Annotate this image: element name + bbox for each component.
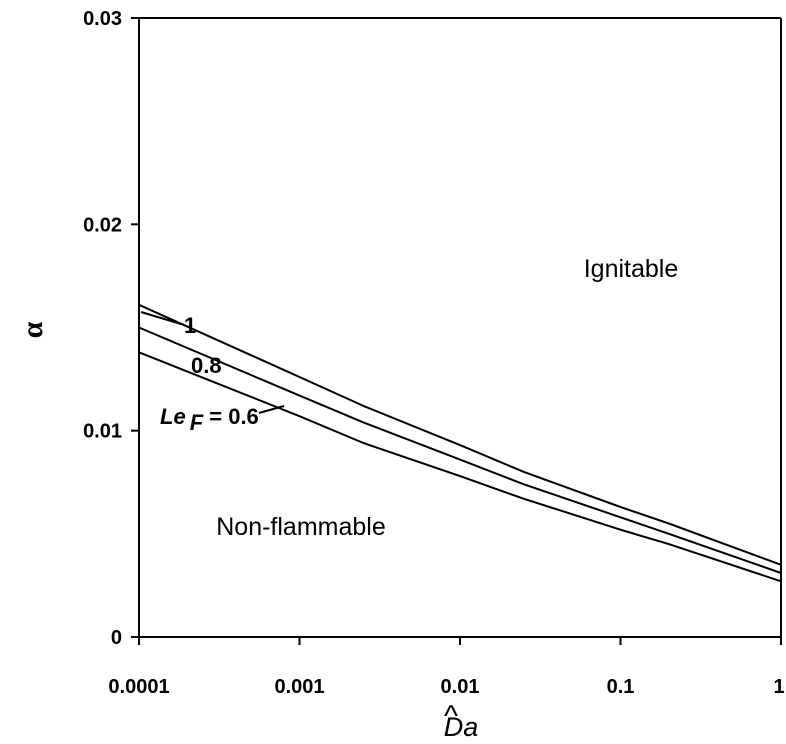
x-tick-label: 1 [773, 676, 784, 698]
hat-glyph: ^ [444, 700, 458, 733]
x-axis-label: Da [444, 712, 479, 742]
y-tick-label: 0 [111, 627, 122, 649]
le-value: = 0.6 [203, 404, 259, 429]
x-tick-label: 0.001 [274, 676, 324, 698]
leader-line-lef [258, 405, 285, 414]
x-tick-label: 0.01 [441, 676, 480, 698]
y-ticks: 0 0.01 0.02 0.03 [83, 8, 139, 649]
curve-labels: 1 0.8 Le F = 0.6 [140, 311, 285, 435]
y-tick-label: 0.01 [83, 421, 122, 443]
y-tick-label: 0.02 [83, 214, 122, 236]
curves [138, 303, 782, 583]
x-tick-label: 0.0001 [108, 676, 169, 698]
series-line-2 [138, 351, 782, 583]
x-axis-title: Da ^ [444, 700, 479, 742]
curve-label-lef-0-6: Le F = 0.6 [160, 404, 259, 435]
curve-label-0-8: 0.8 [191, 353, 222, 378]
y-tick-label: 0.03 [83, 8, 122, 30]
plot-frame [138, 17, 782, 638]
series-line-0 [138, 303, 782, 566]
series-line-1 [138, 326, 782, 574]
x-tick-label: 0.1 [607, 676, 635, 698]
le-subscript: F [190, 410, 204, 435]
y-axis-label: α [16, 321, 49, 338]
curve-label-1: 1 [184, 313, 196, 338]
non-flammable-label: Non-flammable [216, 513, 386, 541]
x-ticks: 0.0001 0.001 0.01 0.1 1 [108, 637, 785, 698]
leader-line-1 [140, 311, 182, 325]
ignitable-label: Ignitable [584, 255, 679, 283]
le-text: Le [160, 404, 186, 429]
